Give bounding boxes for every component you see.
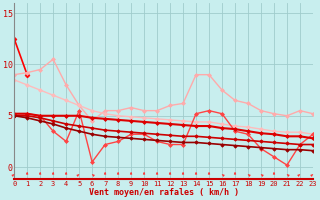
X-axis label: Vent moyen/en rafales ( km/h ): Vent moyen/en rafales ( km/h ) — [89, 188, 239, 197]
